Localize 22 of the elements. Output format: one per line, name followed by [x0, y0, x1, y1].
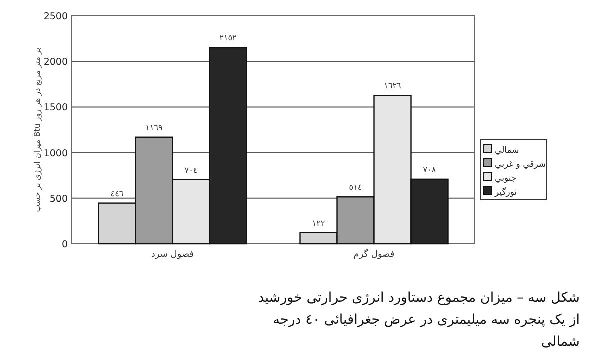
y-tick-label: 2500: [44, 12, 68, 22]
data-label: ١٦٢٦: [384, 82, 402, 91]
legend-label: شمالي: [495, 146, 520, 156]
data-label: ١١٦٩: [146, 123, 163, 132]
y-tick-label: 1000: [44, 148, 68, 160]
data-label: ٤٤٦: [110, 189, 124, 198]
data-label: ٥١٤: [349, 183, 362, 192]
legend-label: جنوبي: [495, 174, 517, 184]
data-label: ٧٠٤: [184, 166, 198, 175]
y-tick-label: 1500: [44, 102, 68, 114]
y-tick-label: 500: [50, 194, 68, 205]
data-label: ٧٠٨: [423, 165, 437, 174]
y-tick-label: 0: [62, 240, 68, 250]
data-label: ١٢٢: [312, 218, 326, 228]
x-tick-label: فصول سرد: [151, 250, 194, 260]
y-tick-label: 2000: [44, 57, 68, 68]
y-axis-title: میزان انرژی بر حسب Btu بر متر مربع در هر روز: [33, 48, 42, 212]
legend-label: شرقي و غربي: [495, 160, 546, 170]
legend-label: نورگير: [494, 187, 518, 198]
data-label: ٢١٥٢: [220, 34, 237, 43]
text: شکل سه – میزان مجموع دستاورد انرژی حرارتی خورشید از یک پنجره سه میلیمتری در عرض جغرافیائی ٤٠ درجه شمالی: [257, 289, 580, 350]
x-tick-label: فصول گرم: [354, 248, 395, 260]
